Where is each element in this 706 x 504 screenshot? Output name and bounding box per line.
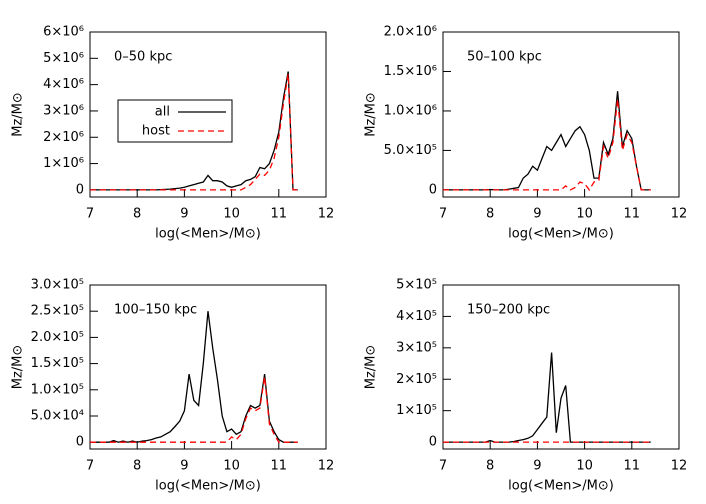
y-tick-label: 4×10⁵ bbox=[396, 309, 437, 324]
y-tick-label: 3×10⁵ bbox=[396, 340, 437, 355]
y-tick-label: 0 bbox=[76, 435, 84, 450]
y-tick-label: 2.0×10⁵ bbox=[31, 330, 84, 345]
x-tick-label: 12 bbox=[318, 459, 335, 474]
panel-label: 100–150 kpc bbox=[114, 303, 197, 318]
x-tick-label: 7 bbox=[439, 459, 447, 474]
y-tick-label: 5.0×10⁵ bbox=[384, 143, 437, 158]
y-tick-label: 2×10⁶ bbox=[43, 130, 84, 145]
series-line bbox=[90, 311, 298, 443]
legend-box bbox=[117, 99, 233, 143]
y-tick-label: 1.5×10⁵ bbox=[31, 356, 84, 371]
x-tick-label: 12 bbox=[671, 207, 688, 222]
y-axis-label: Mz/M⊙ bbox=[11, 345, 26, 390]
plot-frame bbox=[442, 31, 680, 198]
series-line bbox=[443, 91, 651, 191]
plot-frame bbox=[89, 31, 327, 198]
x-tick-label: 8 bbox=[133, 207, 141, 222]
y-tick-label: 5×10⁵ bbox=[396, 278, 437, 293]
x-tick-label: 8 bbox=[486, 459, 494, 474]
x-tick-label: 9 bbox=[533, 207, 541, 222]
x-tick-label: 11 bbox=[271, 207, 288, 222]
y-axis-label: Mz/M⊙ bbox=[11, 92, 26, 137]
y-tick-label: 6×10⁶ bbox=[43, 25, 84, 40]
series-line bbox=[443, 352, 651, 443]
y-axis-label: Mz/M⊙ bbox=[364, 345, 379, 390]
x-axis-label: log(<Men>/M⊙) bbox=[155, 227, 261, 242]
x-tick-label: 10 bbox=[223, 207, 240, 222]
y-tick-label: 0 bbox=[429, 435, 437, 450]
x-axis-label: log(<Men>/M⊙) bbox=[508, 479, 614, 494]
legend-label: host bbox=[142, 124, 170, 139]
x-tick-label: 7 bbox=[86, 207, 94, 222]
y-tick-label: 1.5×10⁶ bbox=[384, 64, 437, 79]
x-tick-label: 9 bbox=[180, 459, 188, 474]
x-tick-label: 8 bbox=[486, 207, 494, 222]
y-tick-label: 3×10⁶ bbox=[43, 103, 84, 118]
x-tick-label: 8 bbox=[133, 459, 141, 474]
x-tick-label: 11 bbox=[624, 207, 641, 222]
x-tick-label: 7 bbox=[86, 459, 94, 474]
y-tick-label: 0 bbox=[429, 182, 437, 197]
y-tick-label: 2.0×10⁶ bbox=[384, 25, 437, 40]
x-tick-label: 9 bbox=[533, 459, 541, 474]
x-tick-label: 7 bbox=[439, 207, 447, 222]
plot-frame bbox=[442, 284, 680, 450]
x-tick-label: 11 bbox=[624, 459, 641, 474]
y-tick-label: 3.0×10⁵ bbox=[31, 278, 84, 293]
panel-label: 150–200 kpc bbox=[467, 303, 550, 318]
y-tick-label: 1×10⁵ bbox=[396, 403, 437, 418]
x-tick-label: 12 bbox=[318, 207, 335, 222]
y-tick-label: 2×10⁵ bbox=[396, 372, 437, 387]
panel-label: 50–100 kpc bbox=[467, 50, 542, 65]
series-line bbox=[443, 99, 651, 192]
x-tick-label: 11 bbox=[271, 459, 288, 474]
series-line bbox=[90, 73, 298, 191]
y-tick-label: 1.0×10⁵ bbox=[31, 382, 84, 397]
y-tick-label: 2.5×10⁵ bbox=[31, 304, 84, 319]
legend-label: all bbox=[155, 105, 170, 120]
plot-frame bbox=[89, 284, 327, 450]
y-tick-label: 1.0×10⁶ bbox=[384, 103, 437, 118]
x-tick-label: 10 bbox=[223, 459, 240, 474]
panel-label: 0–50 kpc bbox=[114, 50, 172, 65]
y-tick-label: 1×10⁶ bbox=[43, 156, 84, 171]
x-axis-label: log(<Men>/M⊙) bbox=[508, 227, 614, 242]
y-tick-label: 5×10⁶ bbox=[43, 51, 84, 66]
y-tick-label: 5.0×10⁴ bbox=[31, 408, 84, 423]
x-tick-label: 10 bbox=[576, 207, 593, 222]
y-axis-label: Mz/M⊙ bbox=[364, 92, 379, 137]
y-tick-label: 4×10⁶ bbox=[43, 77, 84, 92]
x-tick-label: 12 bbox=[671, 459, 688, 474]
y-tick-label: 0 bbox=[76, 182, 84, 197]
x-axis-label: log(<Men>/M⊙) bbox=[155, 479, 261, 494]
x-tick-label: 10 bbox=[576, 459, 593, 474]
series-line bbox=[90, 376, 298, 443]
x-tick-label: 9 bbox=[180, 207, 188, 222]
